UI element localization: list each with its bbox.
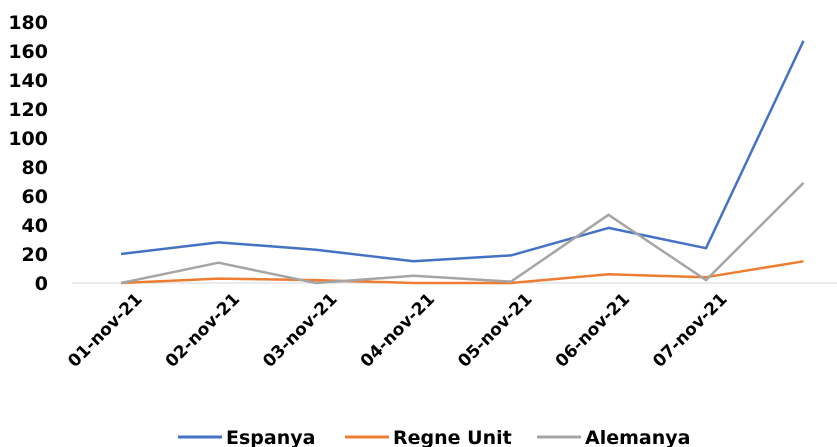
x-tick-label: 03-nov-21 xyxy=(259,289,341,371)
y-tick-label: 40 xyxy=(22,215,48,237)
x-tick-label: 05-nov-21 xyxy=(454,289,536,371)
x-tick-label: 07-nov-21 xyxy=(649,289,731,371)
series-line-espanya xyxy=(120,40,805,263)
legend: Espanya Regne Unit Alemanya xyxy=(178,427,690,447)
y-tick-label: 60 xyxy=(22,186,48,208)
legend-label: Alemanya xyxy=(585,427,690,447)
y-tick-label: 100 xyxy=(8,128,48,150)
y-tick-label: 80 xyxy=(22,157,48,179)
series-line-alemanya xyxy=(120,182,805,285)
x-axis-ticks: 01-nov-21 02-nov-21 03-nov-21 04-nov-21 05-n… xyxy=(64,289,731,371)
legend-label: Regne Unit xyxy=(393,427,512,447)
y-tick-label: 120 xyxy=(8,99,48,121)
y-tick-label: 20 xyxy=(22,244,48,266)
legend-label: Espanya xyxy=(226,427,315,447)
y-tick-label: 0 xyxy=(35,273,48,295)
y-tick-label: 160 xyxy=(8,41,48,63)
series-lines xyxy=(120,40,805,285)
x-tick-label: 02-nov-21 xyxy=(162,289,244,371)
x-tick-label: 01-nov-21 xyxy=(64,289,146,371)
y-axis-ticks: 0 20 40 60 80 100 120 140 160 180 xyxy=(8,12,48,295)
y-tick-label: 180 xyxy=(8,12,48,34)
y-tick-label: 140 xyxy=(8,70,48,92)
series-line-regne-unit xyxy=(120,260,804,285)
x-tick-label: 06-nov-21 xyxy=(552,289,634,371)
x-tick-label: 04-nov-21 xyxy=(357,289,439,371)
